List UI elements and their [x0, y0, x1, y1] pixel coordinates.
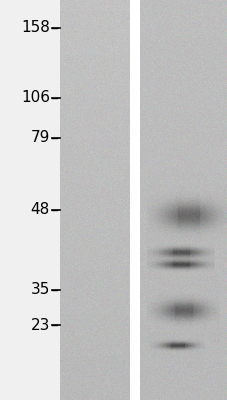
Text: –: –	[50, 318, 58, 332]
Text: 35: 35	[30, 282, 50, 298]
Text: –: –	[50, 90, 58, 106]
Text: 106: 106	[21, 90, 50, 106]
Text: –: –	[50, 130, 58, 146]
Text: 158: 158	[21, 20, 50, 36]
Text: –: –	[50, 282, 58, 298]
Text: 79: 79	[30, 130, 50, 146]
Text: –: –	[50, 20, 58, 36]
Text: 48: 48	[31, 202, 50, 218]
Text: 23: 23	[30, 318, 50, 332]
Text: –: –	[50, 202, 58, 218]
